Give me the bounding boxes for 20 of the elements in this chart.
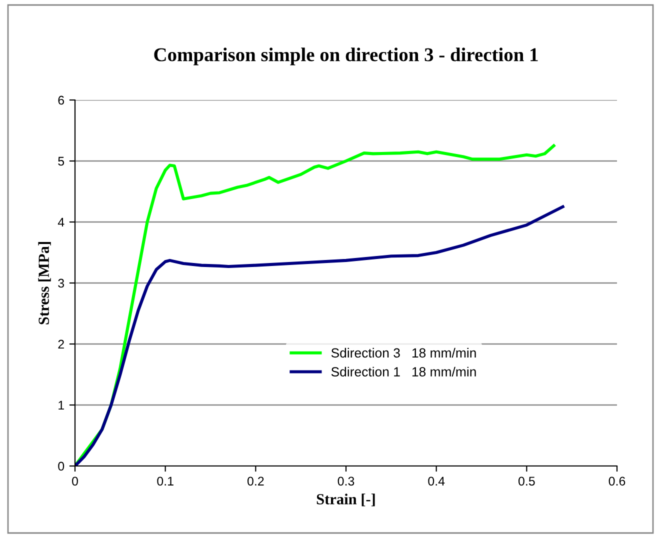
x-tick-label: 0.6: [608, 476, 626, 486]
y-tick-label: 4: [58, 218, 64, 227]
x-tick-label: 0.2: [247, 476, 264, 486]
legend-label: Sdirection 3 18 mm/min: [331, 348, 476, 358]
legend-label: Sdirection 1 18 mm/min: [331, 366, 476, 377]
y-axis-title: Stress [MPa]: [38, 242, 51, 324]
y-tick-label: 2: [58, 340, 64, 349]
line-series: [75, 205, 564, 466]
x-axis-title: Strain [-]: [316, 494, 375, 506]
y-tick-label: 6: [58, 96, 64, 105]
x-tick-label: 0.3: [338, 476, 354, 486]
y-tick-label: 3: [58, 278, 64, 288]
y-tick-label: 0: [58, 462, 64, 471]
x-tick-label: 0.4: [428, 476, 445, 486]
x-tick-label: 0.1: [157, 476, 174, 486]
y-tick-label: 1: [58, 400, 64, 410]
chart-title: Comparison simple on direction 3 - direction 1: [154, 48, 538, 66]
x-tick-label: 0: [72, 476, 78, 486]
x-tick-label: 0.5: [518, 476, 535, 486]
y-tick-label: 5: [58, 156, 64, 166]
